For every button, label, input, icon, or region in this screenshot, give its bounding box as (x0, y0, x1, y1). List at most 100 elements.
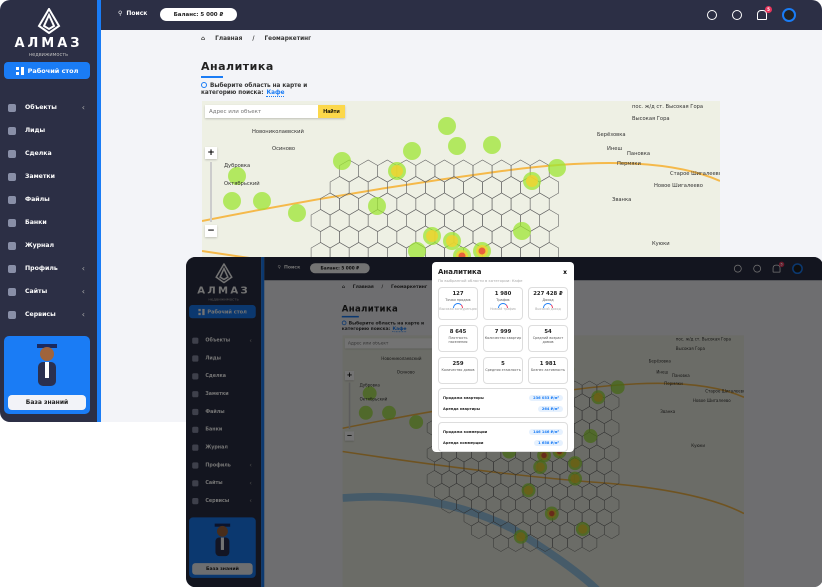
hex-cell[interactable] (604, 495, 620, 514)
hex-cell[interactable] (508, 508, 524, 527)
hex-cell[interactable] (406, 176, 426, 199)
hex-cell[interactable] (596, 431, 612, 450)
hex-cell[interactable] (377, 225, 398, 249)
balance-pill[interactable]: Баланс: 5 000 ₽ (160, 8, 237, 21)
sidebar-item[interactable]: Заметки (186, 385, 261, 403)
hex-cell[interactable] (493, 534, 509, 552)
hex-cell[interactable] (472, 159, 493, 183)
hex-cell[interactable] (471, 521, 487, 539)
hex-cell[interactable] (522, 508, 539, 527)
heart-icon[interactable] (707, 10, 717, 20)
hex-cell[interactable] (358, 159, 378, 183)
sidebar-item[interactable]: Журнал (186, 438, 261, 456)
hex-cell[interactable] (552, 483, 568, 501)
zoom-slider[interactable] (348, 382, 351, 430)
sidebar-item[interactable]: Файлы (186, 403, 261, 421)
sidebar-item[interactable]: Файлы (0, 188, 97, 211)
hex-cell[interactable] (604, 419, 620, 437)
hex-cell[interactable] (406, 209, 426, 232)
desktop-button[interactable]: Рабочий стол (4, 62, 90, 79)
close-button[interactable]: x (563, 269, 567, 276)
hex-cell[interactable] (444, 209, 464, 232)
hex-cell[interactable] (482, 209, 502, 232)
sidebar-item[interactable]: Банки (186, 421, 261, 439)
hex-cell[interactable] (415, 159, 436, 183)
hex-cell[interactable] (596, 508, 612, 527)
bell-icon[interactable]: 5 (772, 261, 785, 273)
hex-cell[interactable] (574, 393, 590, 412)
hex-cell[interactable] (491, 225, 512, 249)
sidebar-item[interactable]: Заметки (0, 165, 97, 188)
hex-cell[interactable] (529, 192, 550, 216)
avatar[interactable] (792, 263, 803, 275)
desktop-button[interactable]: Рабочий стол (189, 305, 256, 319)
hex-cell[interactable] (434, 192, 455, 216)
avatar[interactable] (782, 8, 796, 22)
hex-cell[interactable] (544, 521, 561, 539)
hex-cell[interactable] (508, 483, 524, 501)
sidebar-item[interactable]: Журнал (0, 234, 97, 257)
hex-cell[interactable] (500, 495, 516, 514)
hex-cell[interactable] (444, 176, 464, 199)
hex-cell[interactable] (463, 483, 479, 501)
hex-cell[interactable] (310, 209, 331, 232)
hex-cell[interactable] (358, 225, 378, 249)
messenger-icon[interactable] (753, 264, 762, 273)
hex-cell[interactable] (529, 225, 550, 249)
zoom-in-button[interactable]: + (205, 147, 217, 159)
hex-cell[interactable] (434, 483, 450, 501)
zoom-out-button[interactable]: − (344, 431, 355, 441)
balance-pill[interactable]: Баланс: 5 000 ₽ (310, 263, 370, 274)
hex-cell[interactable] (453, 159, 474, 183)
knowledge-base-card[interactable]: База знаний (189, 517, 256, 578)
hex-cell[interactable] (456, 470, 472, 488)
sidebar-item[interactable]: Сайты ‹ (186, 474, 261, 492)
hex-cell[interactable] (441, 470, 457, 488)
hex-cell[interactable] (581, 483, 598, 501)
hex-cell[interactable] (559, 495, 575, 514)
sidebar-item[interactable]: Профиль ‹ (0, 257, 97, 280)
address-input[interactable] (205, 105, 318, 118)
knowledge-base-button[interactable]: База знаний (192, 563, 253, 575)
bell-icon[interactable]: 5 (757, 6, 772, 20)
hex-cell[interactable] (604, 470, 620, 488)
hex-cell[interactable] (581, 457, 598, 476)
hex-cell[interactable] (426, 470, 443, 488)
hex-cell[interactable] (589, 495, 605, 514)
hex-cell[interactable] (387, 209, 407, 232)
sidebar-item[interactable]: Лиды (0, 119, 97, 142)
sidebar-item[interactable]: Сервисы ‹ (0, 303, 97, 326)
hex-cell[interactable] (539, 176, 560, 199)
hex-cell[interactable] (453, 192, 474, 216)
sidebar-item[interactable]: Сервисы ‹ (186, 492, 261, 510)
hex-cell[interactable] (348, 176, 369, 199)
hex-cell[interactable] (604, 521, 620, 539)
hex-cell[interactable] (339, 225, 359, 249)
hex-cell[interactable] (581, 534, 598, 552)
sidebar-item[interactable]: Профиль ‹ (186, 456, 261, 474)
hex-cell[interactable] (604, 393, 620, 412)
hex-cell[interactable] (596, 457, 612, 476)
search-button[interactable]: ⚲ Поиск (118, 10, 147, 17)
hex-cell[interactable] (472, 192, 493, 216)
zoom-slider[interactable] (210, 162, 212, 222)
knowledge-base-card[interactable]: База знаний (4, 336, 90, 414)
sidebar-item[interactable]: Сайты ‹ (0, 280, 97, 303)
address-input[interactable] (344, 338, 433, 349)
zoom-in-button[interactable]: + (344, 370, 355, 381)
hex-cell[interactable] (396, 192, 417, 216)
sidebar-item[interactable]: Сделка (186, 367, 261, 385)
hex-cell[interactable] (348, 209, 369, 232)
hex-cell[interactable] (552, 457, 568, 476)
hex-cell[interactable] (589, 470, 605, 488)
hex-cell[interactable] (485, 495, 502, 514)
hex-cell[interactable] (589, 444, 605, 463)
hex-cell[interactable] (559, 521, 575, 539)
hex-cell[interactable] (482, 176, 502, 199)
hex-cell[interactable] (339, 192, 359, 216)
category-link[interactable]: Кафе (392, 326, 407, 333)
hex-cell[interactable] (463, 457, 479, 476)
hex-cell[interactable] (530, 495, 546, 514)
zoom-out-button[interactable]: − (205, 225, 217, 237)
hex-cell[interactable] (478, 483, 494, 501)
